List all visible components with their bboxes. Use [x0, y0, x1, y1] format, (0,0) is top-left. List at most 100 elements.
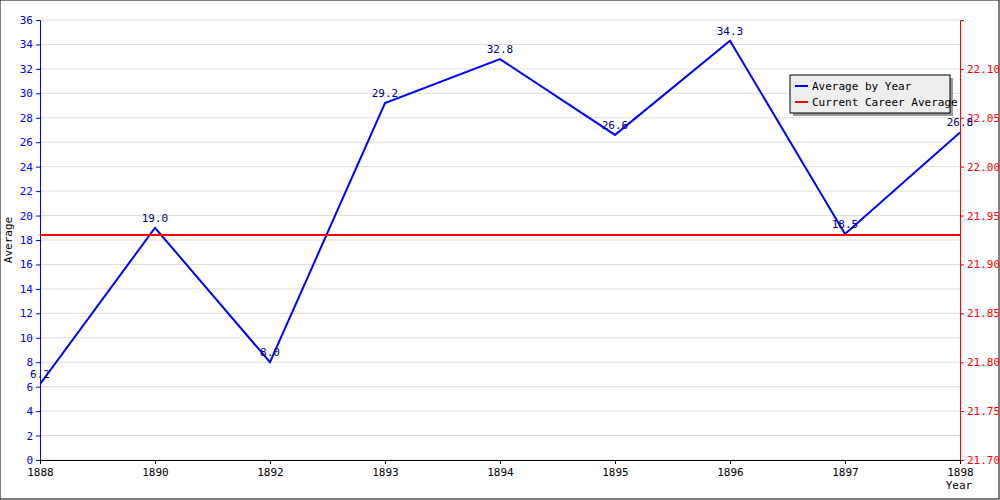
x-axis: 188818901892189318941895189618971898 — [27, 460, 974, 479]
tick: 2 — [26, 430, 40, 443]
data-label: 29.2 — [372, 87, 399, 100]
plot-area — [40, 41, 960, 384]
tick-label: 36 — [20, 14, 33, 27]
grid-line — [40, 20, 960, 21]
tick-label: 1890 — [142, 466, 169, 479]
tick-mark — [960, 167, 964, 168]
y2-axis: 21.7021.7521.8021.8521.9021.9522.0022.05… — [960, 21, 1000, 468]
tick: 22.10 — [960, 63, 1000, 76]
tick-mark — [36, 362, 40, 363]
tick: 28 — [20, 112, 40, 125]
tick-mark — [36, 289, 40, 290]
tick: 26 — [20, 136, 40, 149]
data-label: 18.5 — [832, 218, 859, 231]
tick: 32 — [20, 63, 40, 76]
tick: 1890 — [142, 460, 169, 479]
legend-label: Current Career Average — [812, 96, 958, 109]
data-labels: 6.219.08.029.232.826.634.318.526.8 — [30, 25, 973, 381]
tick: 4 — [26, 405, 40, 418]
tick-mark — [36, 93, 40, 94]
tick: 22.00 — [960, 161, 1000, 174]
grid-line — [40, 68, 960, 69]
tick-mark — [36, 167, 40, 168]
tick-mark — [960, 264, 964, 265]
tick: 10 — [20, 332, 40, 345]
tick-mark — [960, 313, 964, 314]
tick-mark — [36, 460, 40, 461]
tick: 12 — [20, 307, 40, 320]
tick: 1892 — [257, 460, 284, 479]
tick-label: 1897 — [832, 466, 859, 479]
tick-mark — [36, 44, 40, 45]
tick-mark — [36, 216, 40, 217]
grid-line — [40, 117, 960, 118]
tick-label: 12 — [20, 307, 33, 320]
tick: 1893 — [372, 460, 399, 479]
legend: Average by Year Current Career Average — [790, 75, 958, 116]
background — [0, 0, 999, 499]
tick-mark — [36, 313, 40, 314]
grid-line — [40, 435, 960, 436]
tick-mark — [36, 387, 40, 388]
tick: 34 — [20, 38, 40, 51]
grid-line — [40, 386, 960, 387]
tick-label: 30 — [20, 87, 33, 100]
tick-label: 26 — [20, 136, 33, 149]
grid-line — [40, 166, 960, 167]
grid-line — [40, 191, 960, 192]
tick-mark — [36, 118, 40, 119]
grid-line — [40, 337, 960, 338]
grid-line — [40, 240, 960, 241]
data-label: 8.0 — [260, 346, 280, 359]
tick: 30 — [20, 87, 40, 100]
tick-mark — [36, 338, 40, 339]
tick: 1895 — [602, 460, 629, 479]
grid-line — [40, 411, 960, 412]
tick-mark — [36, 20, 40, 21]
data-label: 6.2 — [30, 368, 50, 381]
data-label: 19.0 — [142, 212, 169, 225]
tick-label: 22 — [20, 185, 33, 198]
series-line — [40, 41, 960, 384]
tick: 18 — [20, 234, 40, 247]
legend-label: Average by Year — [812, 80, 912, 93]
tick: 24 — [20, 161, 40, 174]
tick-label: 22.10 — [967, 63, 1000, 76]
axis-line — [36, 21, 41, 461]
tick-label: 6 — [26, 381, 33, 394]
tick-label: 4 — [26, 405, 33, 418]
tick-label: 21.85 — [967, 307, 1000, 320]
tick: 1898 — [947, 460, 974, 479]
tick-label: 32 — [20, 63, 33, 76]
data-label: 26.6 — [602, 119, 629, 132]
tick-mark — [36, 142, 40, 143]
axis-line — [41, 461, 961, 465]
tick: 22 — [20, 185, 40, 198]
tick-label: 1888 — [27, 466, 54, 479]
tick: 21.85 — [960, 307, 1000, 320]
tick: 14 — [20, 283, 40, 296]
tick: 21.90 — [960, 258, 1000, 271]
tick: 1894 — [487, 460, 514, 479]
tick-label: 2 — [26, 430, 33, 443]
series-line — [40, 234, 960, 236]
tick-label: 28 — [20, 112, 33, 125]
y-axis-title: Average — [2, 217, 15, 263]
tick-mark — [730, 460, 731, 464]
tick-label: 10 — [20, 332, 33, 345]
grid-line — [40, 313, 960, 314]
tick-mark — [960, 362, 964, 363]
tick-mark — [960, 216, 964, 217]
tick-mark — [385, 460, 386, 464]
tick-mark — [845, 460, 846, 464]
tick: 21.95 — [960, 210, 1000, 223]
grid — [40, 20, 960, 460]
tick-mark — [960, 411, 964, 412]
tick: 16 — [20, 258, 40, 271]
tick-label: 21.95 — [967, 210, 1000, 223]
grid-line — [40, 362, 960, 363]
tick-label: 22.00 — [967, 161, 1000, 174]
data-label: 26.8 — [947, 116, 974, 129]
axis-line — [961, 21, 965, 461]
tick-label: 1895 — [602, 466, 629, 479]
